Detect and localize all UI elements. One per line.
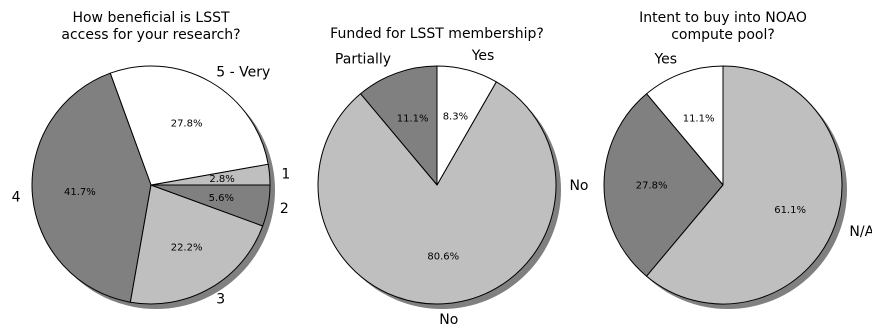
slice-percent-label: 61.1%: [774, 205, 806, 216]
pie-slice-n-a: [646, 65, 843, 305]
slice-percent-label: 41.7%: [64, 187, 96, 198]
slice-category-label: Yes: [471, 48, 495, 64]
slice-percent-label: 8.3%: [443, 112, 468, 123]
pie-slice-4: [31, 72, 152, 303]
slice-percent-label: 2.8%: [209, 174, 234, 185]
slice-category-label: Yes: [653, 52, 677, 68]
slice-category-label: 4: [12, 190, 21, 206]
pie-slice-yes: [436, 65, 497, 186]
chart-title-line: Funded for LSST membership?: [330, 26, 544, 42]
slice-percent-label: 22.2%: [171, 242, 203, 253]
pie-slice-2: [150, 184, 271, 227]
chart-title-line: access for your research?: [61, 27, 240, 43]
slice-category-label: 1: [281, 167, 290, 183]
pie-chart-2: Funded for LSST membership? 11.1% Partiall…: [317, 26, 561, 324]
slice-category-label: No: [569, 178, 588, 194]
pie-slice-3: [129, 184, 264, 305]
chart-title-line: compute pool?: [671, 27, 775, 43]
slice-percent-label: 27.8%: [171, 119, 203, 130]
slice-category-label: 5 - Very: [216, 65, 270, 81]
pie-slice-partially: [360, 65, 438, 186]
pie-slice-yes: [646, 65, 724, 186]
slice-category-label: No: [439, 312, 458, 324]
chart-title-line: How beneficial is LSST: [72, 10, 230, 26]
slice-category-label: 2: [280, 201, 289, 217]
slice-category-label: Partially: [335, 52, 391, 68]
slice-percent-label: 11.1%: [683, 113, 715, 124]
slice-category-label: N/A: [849, 224, 872, 240]
slice-percent-label: 11.1%: [397, 113, 429, 124]
slice-percent-label: 27.8%: [636, 181, 668, 192]
pie-slice-no: [603, 93, 724, 277]
slice-category-label: 3: [216, 291, 225, 307]
slice-percent-label: 80.6%: [427, 252, 459, 263]
pie-slice-5-very: [109, 65, 269, 186]
chart-title-line: Intent to buy into NOAO: [639, 10, 807, 26]
slice-percent-label: 5.6%: [209, 193, 234, 204]
pie-slice-no: [317, 81, 557, 305]
